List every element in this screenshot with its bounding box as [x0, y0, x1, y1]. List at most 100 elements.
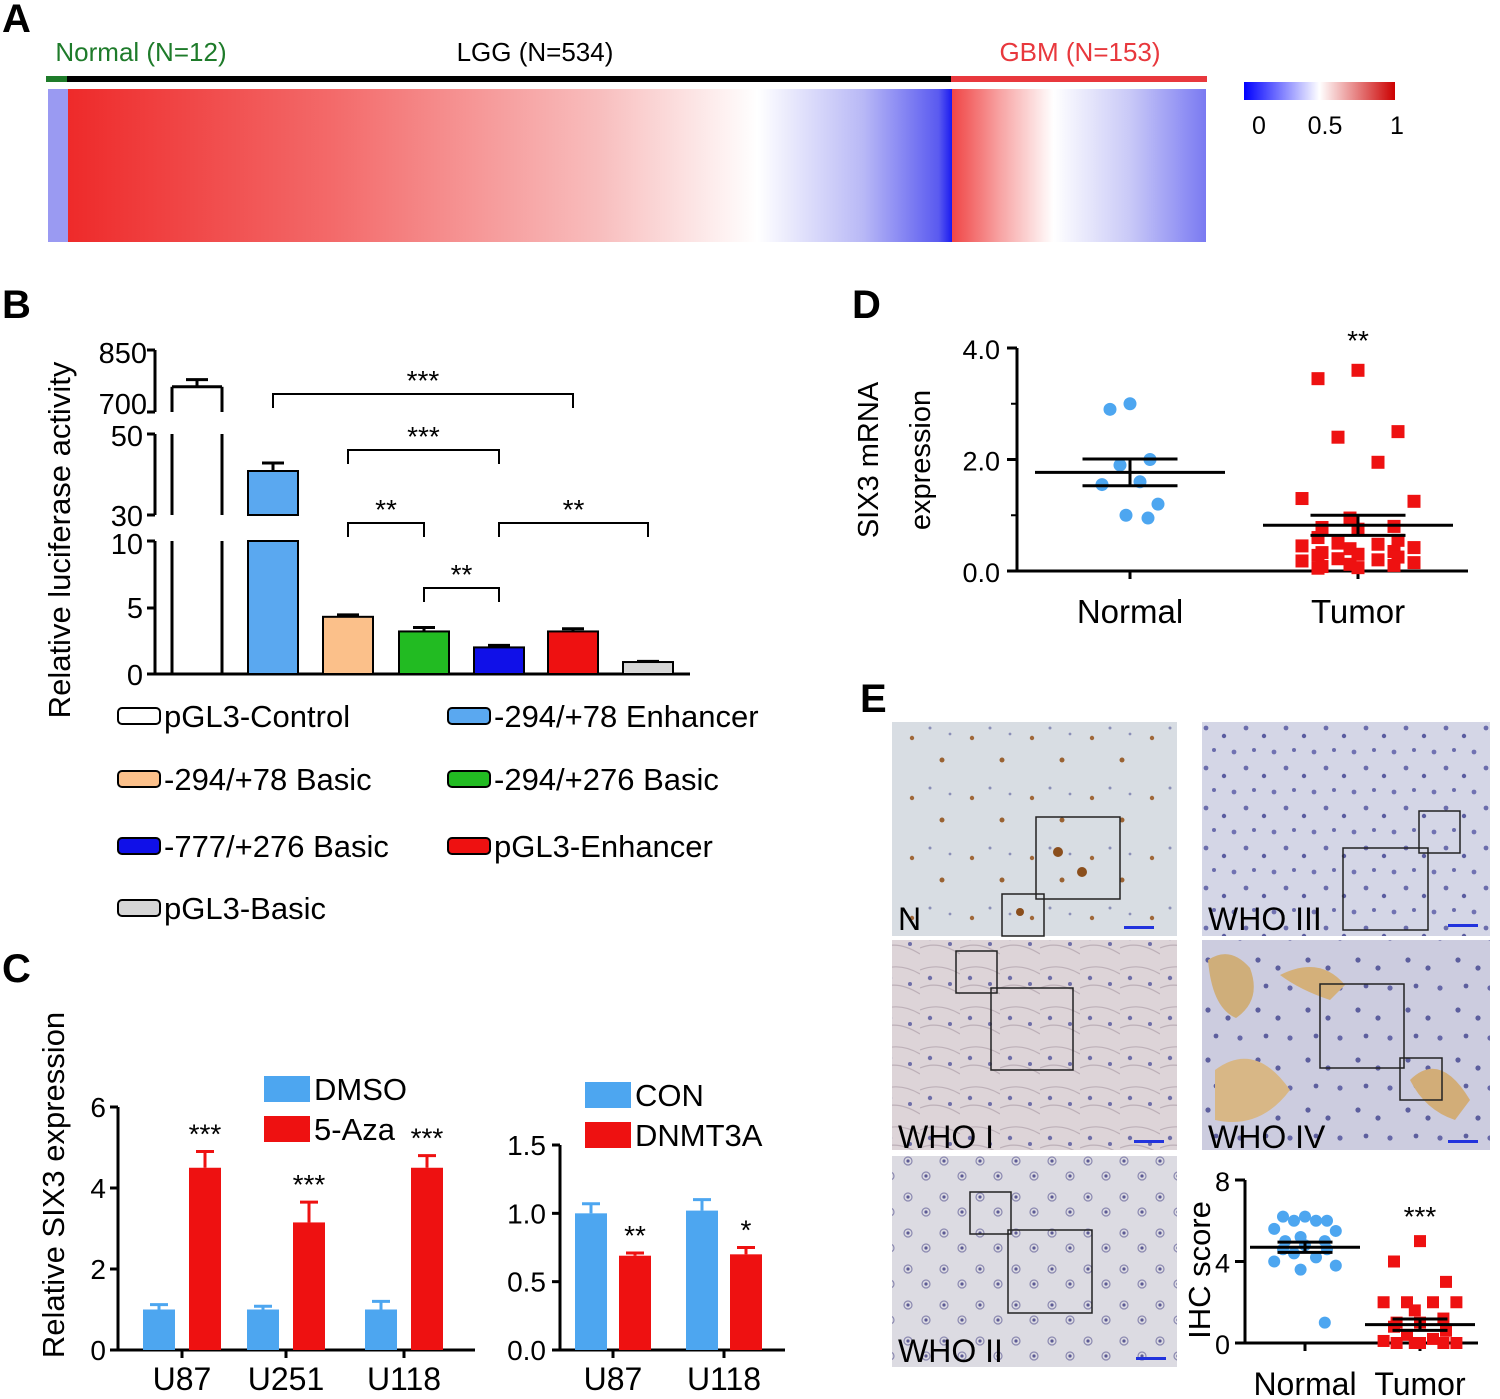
chartD-tumor-point-21: [1311, 548, 1325, 562]
ihc-label-n: N: [898, 901, 921, 937]
chartD-tumor-point-2: [1391, 425, 1405, 439]
chartD-normal-point-7: [1119, 508, 1133, 522]
panel-c-label: C: [2, 947, 31, 991]
chartC1-legend-label-1: 5-Aza: [314, 1112, 396, 1147]
ihc-image-who1: WHO I: [892, 940, 1177, 1155]
ihc-image-who2: WHO II: [892, 1156, 1177, 1369]
b-legend: pGL3-Control -294/+78 Enhancer -294/+78 Ba…: [117, 699, 759, 926]
chartE-xtick-1: Tumor: [1374, 1366, 1466, 1399]
heatmap-a: Normal (N=12) LGG (N=534) GBM (N=153) 0 …: [46, 37, 1404, 242]
chartD-tumor-point-7: [1343, 511, 1357, 525]
c-dnmt3a-bar-chart: 0.0 0.5 1.0 1.5 ** U87 * U118 CON DNMT3A: [507, 1078, 785, 1397]
chartC2-ytick-3: 1.5: [507, 1130, 546, 1161]
b-bar-1-lower: [247, 540, 299, 675]
ihc-image-who4: WHO IV: [1202, 940, 1490, 1155]
ihc-image-grid: N WHO III WHO I WHO IV: [892, 722, 1490, 1369]
chartE-normal-point-15: [1268, 1255, 1281, 1268]
chartE-normal-point-2: [1321, 1214, 1333, 1227]
chartC1-bar-1-2: [411, 1167, 443, 1350]
b-bracket-1: [347, 449, 500, 464]
chartC1-bar-0-0: [143, 1309, 175, 1350]
b-bracket-0: [272, 393, 574, 408]
chartC2-ytick-0: 0.0: [507, 1335, 546, 1366]
chartE-normal-point-17: [1294, 1263, 1307, 1276]
chartD-tumor-point-24: [1371, 553, 1385, 567]
b-bracket-2: [347, 522, 425, 537]
chartC1-xtick-1: U251: [248, 1361, 325, 1397]
chartC2-legend-swatch-0: [585, 1082, 631, 1108]
b-legend-label-0: pGL3-Control: [164, 699, 350, 734]
b-legend-label-4: -777/+276 Basic: [164, 829, 389, 864]
chartC2-ytick-1: 0.5: [507, 1267, 546, 1298]
panel-a-label: A: [2, 0, 31, 41]
b-ytick-850: 850: [99, 338, 147, 370]
chartE-xtick-0: Normal: [1253, 1366, 1356, 1399]
chartC1-star-0: ***: [189, 1119, 222, 1150]
e-ylabel: IHC score: [1182, 1201, 1217, 1339]
b-legend-swatch-1: [447, 707, 491, 725]
chartC2-bar-1-0: [619, 1255, 651, 1350]
b-bar-5: [547, 630, 599, 676]
b-legend-swatch-6: [117, 899, 161, 917]
chartE-normal-point-6: [1329, 1224, 1342, 1237]
chartE-tumor-point-4: [1427, 1296, 1439, 1309]
chartC1-bar-1-0: [189, 1167, 221, 1350]
chartC1-ytick-1: 2: [90, 1254, 106, 1285]
chartD-normal-point-0: [1123, 397, 1137, 411]
chartD-tumor-point-12: [1391, 533, 1405, 547]
chartE-tumor-point-16: [1450, 1337, 1463, 1349]
b-legend-label-3: -294/+276 Basic: [494, 762, 719, 797]
chartE-normal-point-18: [1318, 1316, 1331, 1329]
chartC1-ytick-3: 6: [90, 1092, 106, 1123]
chartC2-bar-0-1: [686, 1210, 718, 1350]
b-sig-2: **: [375, 494, 397, 525]
b-sig-1: ***: [407, 421, 440, 452]
chartD-tumor-point-28: [1387, 558, 1401, 572]
chartE-ytick-1: 4: [1215, 1249, 1230, 1279]
chartD-normal-point-1: [1103, 402, 1117, 416]
b-ytick-30: 30: [111, 501, 143, 533]
chartD-tumor-point-5: [1295, 492, 1309, 506]
chartE-tumor-point-5: [1377, 1296, 1390, 1309]
chartC1-bar-1-1: [293, 1222, 325, 1350]
chartC2-bar-1-1: [730, 1254, 762, 1350]
panel-e-label: E: [860, 677, 887, 721]
chartD-tumor-point-26: [1407, 556, 1421, 570]
colorbar: [1244, 82, 1395, 100]
group-bar-normal: [46, 76, 67, 82]
chartD-normal-point-6: [1151, 497, 1165, 511]
chartD-xtick-0: Normal: [1077, 593, 1183, 630]
chartE-tumor-point-7: [1408, 1304, 1421, 1317]
chartC1-bar-0-1: [247, 1309, 279, 1350]
b-legend-label-5: pGL3-Enhancer: [494, 829, 713, 864]
panel-d-label: D: [852, 283, 881, 327]
chartE-tumor-point-20: [1414, 1337, 1426, 1349]
chartD-tumor-point-30: [1351, 561, 1365, 575]
chartD-tumor-point-4: [1371, 455, 1385, 469]
chartD-tumor-point-0: [1351, 363, 1365, 377]
e-ihc-score-chart: 0 4 8 Normal Tumor ***: [1215, 1167, 1478, 1399]
chartD-tumor-point-23: [1331, 552, 1345, 566]
chartC2-legend-label-1: DNMT3A: [635, 1118, 763, 1153]
chartE-tumor-point-2: [1440, 1275, 1452, 1288]
b-legend-swatch-4: [117, 837, 161, 855]
b-ytick-10: 10: [111, 529, 143, 561]
ihc-label-who2: WHO II: [898, 1333, 1003, 1369]
b-ytick-50: 50: [111, 421, 143, 453]
b-bar-1-upper: [247, 470, 299, 516]
chartE-tumor-point-14: [1427, 1332, 1439, 1345]
colorbar-tick-1: 0.5: [1308, 112, 1343, 140]
b-ytick-5: 5: [127, 593, 143, 625]
chartC1-ytick-2: 4: [90, 1173, 106, 1204]
chartE-ytick-0: 0: [1215, 1330, 1230, 1360]
ihc-label-who3: WHO III: [1208, 901, 1322, 937]
d-scatter-chart: 0.0 2.0 4.0 Normal Tumor **: [962, 325, 1468, 630]
chartC2-legend-swatch-1: [585, 1122, 631, 1148]
chartE-tumor-point-0: [1414, 1235, 1426, 1248]
b-sig-4: **: [563, 494, 585, 525]
chartD-ytick-0: 0.0: [962, 558, 1000, 588]
b-legend-label-1: -294/+78 Enhancer: [494, 699, 759, 734]
chartD-tumor-point-25: [1295, 554, 1309, 568]
b-legend-label-2: -294/+78 Basic: [164, 762, 372, 797]
